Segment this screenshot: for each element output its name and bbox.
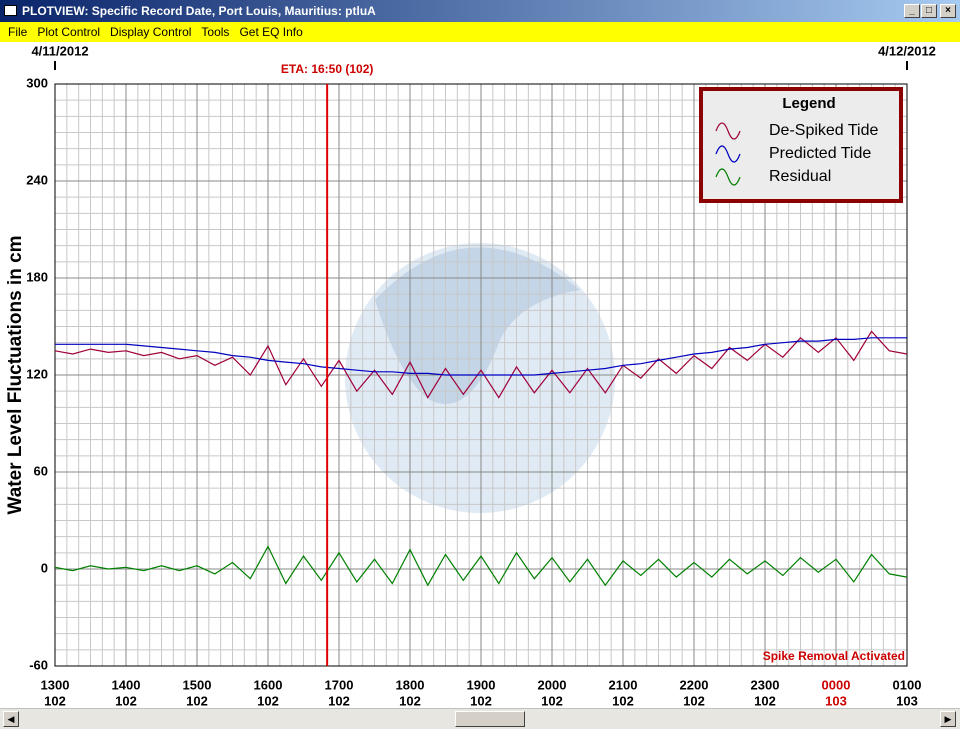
x-tick-label: 2000	[538, 677, 567, 692]
x-tick-sublabel: 102	[399, 693, 421, 708]
x-tick-label: 1400	[112, 677, 141, 692]
menu-item[interactable]: Display Control	[110, 25, 192, 39]
x-tick-label: 2100	[609, 677, 638, 692]
legend-title: Legend	[782, 95, 835, 112]
menu-item[interactable]: File	[8, 25, 28, 39]
x-tick-sublabel: 102	[186, 693, 208, 708]
x-tick-sublabel: 102	[754, 693, 776, 708]
minimize-button[interactable]: _	[904, 4, 920, 18]
scroll-left[interactable]: ◀	[3, 711, 19, 727]
x-tick-sublabel: 102	[115, 693, 137, 708]
series-line	[55, 337, 907, 376]
eta-label: ETA: 16:50 (102)	[281, 62, 373, 76]
legend-swatch	[715, 145, 741, 163]
x-tick-sublabel: 102	[683, 693, 705, 708]
x-tick-label: 0100	[893, 677, 922, 692]
x-tick-label: 1600	[254, 677, 283, 692]
menu-item[interactable]: Get EQ Info	[239, 25, 303, 39]
x-tick-sublabel: 102	[470, 693, 492, 708]
x-tick-label: 1800	[396, 677, 425, 692]
maximize-button[interactable]: □	[921, 4, 937, 18]
x-tick-label: 2200	[680, 677, 709, 692]
x-tick-label: 2300	[751, 677, 780, 692]
legend-label: Residual	[769, 168, 831, 185]
x-tick-sublabel: 103	[825, 693, 847, 708]
close-button[interactable]: ×	[940, 4, 956, 18]
menu-bar: File Plot Control Display Control Tools Get …	[0, 22, 960, 42]
x-tick-sublabel: 102	[257, 693, 279, 708]
date-label: 4/12/2012	[878, 43, 936, 58]
y-tick-label: 60	[34, 463, 48, 478]
y-axis-label: Water Level Fluctuations in cm	[5, 235, 26, 514]
x-tick-sublabel: 103	[896, 693, 918, 708]
legend-label: De-Spiked Tide	[769, 122, 878, 139]
window-icon	[4, 5, 17, 16]
x-tick-sublabel: 102	[44, 693, 66, 708]
x-tick-sublabel: 102	[541, 693, 563, 708]
legend-swatch	[715, 168, 741, 186]
series-line	[54, 545, 908, 587]
menu-item[interactable]: Tools	[201, 25, 230, 39]
date-label: 4/11/2012	[31, 43, 88, 58]
x-tick-label: 1300	[41, 677, 70, 692]
y-tick-label: 300	[26, 75, 48, 90]
annotation: Spike Removal Activated	[763, 649, 905, 663]
legend-label: Predicted Tide	[769, 145, 871, 162]
x-tick-sublabel: 102	[328, 693, 350, 708]
plot-frame	[54, 83, 908, 667]
scroll-right[interactable]: ▶	[940, 711, 956, 727]
x-tick-sublabel: 102	[612, 693, 634, 708]
x-tick-label: 1700	[325, 677, 354, 692]
x-tick-label: 1500	[183, 677, 212, 692]
y-tick-label: 120	[26, 366, 48, 381]
legend-box	[699, 87, 903, 203]
window-title: PLOTVIEW: Specific Record Date, Port Lou…	[22, 4, 376, 18]
y-tick-label: -60	[29, 657, 48, 672]
y-tick-label: 0	[41, 560, 48, 575]
legend-swatch	[715, 122, 741, 140]
title-bar: PLOTVIEW: Specific Record Date, Port Lou…	[0, 0, 960, 22]
x-tick-label: 0000	[822, 677, 851, 692]
horizontal-scrollbar[interactable]: ◀ ▶	[0, 708, 960, 729]
x-tick-label: 1900	[467, 677, 496, 692]
y-tick-label: 180	[26, 269, 48, 284]
scroll-thumb[interactable]	[455, 711, 525, 727]
menu-item[interactable]: Plot Control	[37, 25, 101, 39]
y-tick-label: 240	[26, 172, 48, 187]
